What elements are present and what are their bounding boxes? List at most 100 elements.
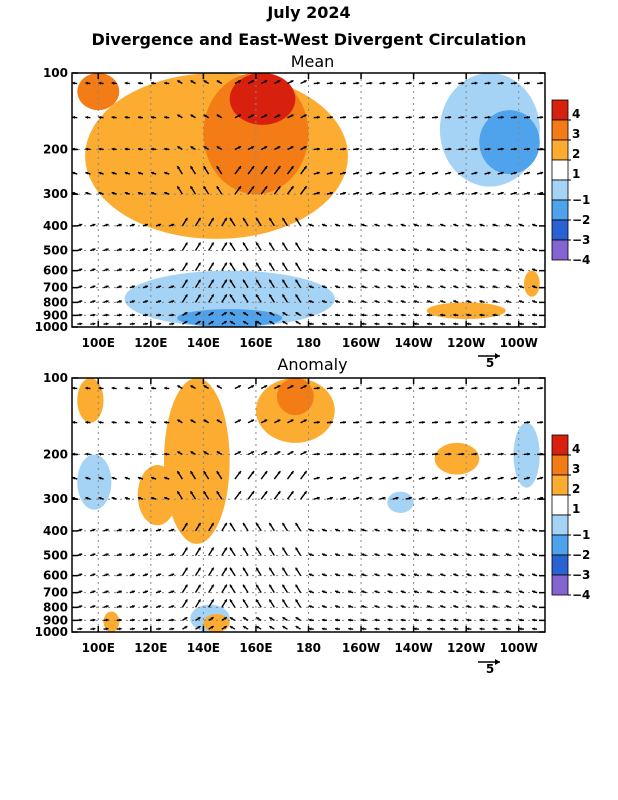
wind-vector-head xyxy=(118,573,122,577)
wind-vector-head xyxy=(369,81,373,85)
wind-vector-head xyxy=(518,618,522,622)
wind-vector-head xyxy=(361,528,365,532)
wind-vector-head xyxy=(264,186,268,190)
wind-vector-head xyxy=(264,419,268,423)
wind-vector-head xyxy=(72,476,76,480)
wind-vector-head xyxy=(190,146,194,150)
wind-vector-head xyxy=(171,223,175,227)
y-tick-label: 300 xyxy=(43,187,68,201)
wind-vector-head xyxy=(440,313,443,317)
wind-vector-head xyxy=(435,420,439,424)
wind-vector-head xyxy=(435,147,439,151)
wind-vector-head xyxy=(343,191,347,195)
legend-swatch xyxy=(551,474,569,496)
wind-vector-head xyxy=(137,420,141,424)
wind-vector-head xyxy=(256,262,259,266)
wind-vector-head xyxy=(277,186,281,190)
wind-vector-head xyxy=(224,567,227,571)
wind-vector-head xyxy=(492,300,496,304)
wind-vector-head xyxy=(395,115,399,119)
wind-vector-head xyxy=(151,452,154,456)
wind-vector-head xyxy=(243,321,247,324)
wind-vector-head xyxy=(527,115,530,119)
wind-vector-head xyxy=(282,599,286,603)
wind-vector-head xyxy=(308,268,312,272)
wind-vector-head xyxy=(229,626,233,629)
wind-vector-head xyxy=(532,605,536,609)
wind-vector-head xyxy=(514,115,517,119)
wind-vector-head xyxy=(479,553,483,557)
wind-vector-head xyxy=(164,115,167,119)
wind-vector-head xyxy=(382,476,386,480)
wind-vector-head xyxy=(413,285,417,289)
wind-vector-head xyxy=(290,451,294,454)
wind-vector-head xyxy=(184,599,188,603)
y-tick-label: 600 xyxy=(43,264,68,278)
wind-vector-head xyxy=(118,627,122,631)
wind-vector-head xyxy=(264,491,268,495)
x-tick-label: 140W xyxy=(394,336,432,350)
x-tick-label: 140E xyxy=(187,336,220,350)
wind-vector-head xyxy=(409,420,412,424)
wind-vector-head xyxy=(461,115,465,119)
wind-vector-head xyxy=(290,80,294,84)
wind-vector-head xyxy=(210,312,214,316)
y-tick-label: 400 xyxy=(43,524,68,538)
wind-vector-head xyxy=(145,528,148,532)
wind-vector-head xyxy=(427,618,430,622)
wind-vector-head xyxy=(151,476,155,480)
wind-vector-head xyxy=(105,605,109,609)
wind-vector-head xyxy=(330,476,333,480)
wind-vector-head xyxy=(290,186,294,190)
wind-vector-head xyxy=(124,476,128,480)
wind-vector-head xyxy=(335,223,338,227)
wind-vector-head xyxy=(303,80,307,84)
wind-vector-head xyxy=(197,567,201,571)
wind-vector-head xyxy=(427,248,430,252)
wind-vector-head xyxy=(387,248,391,252)
wind-vector-head xyxy=(237,451,241,454)
wind-vector-head xyxy=(453,528,457,532)
wind-vector-head xyxy=(435,115,439,119)
wind-vector-head xyxy=(448,452,452,456)
wind-vector-head xyxy=(361,313,365,317)
wind-vector-head xyxy=(440,553,444,557)
wind-vector-head xyxy=(387,627,391,631)
wind-vector-head xyxy=(164,386,167,390)
wind-vector-head xyxy=(85,81,89,85)
y-tick-label: 900 xyxy=(43,308,68,322)
wind-vector-head xyxy=(348,322,351,326)
wind-vector-head xyxy=(492,313,496,317)
wind-vector-head xyxy=(124,191,128,195)
y-tick-label: 900 xyxy=(43,613,68,627)
wind-vector-head xyxy=(79,605,83,609)
wind-vector-head xyxy=(422,81,425,85)
legend-swatch xyxy=(551,514,569,536)
wind-vector-head xyxy=(224,599,227,603)
wind-vector-head xyxy=(518,528,522,532)
wind-vector-head xyxy=(131,590,135,594)
wind-vector-head xyxy=(92,627,96,631)
wind-vector-head xyxy=(374,573,378,577)
wind-vector-head xyxy=(303,385,307,389)
wind-vector-head xyxy=(461,386,465,390)
wind-vector-head xyxy=(210,522,214,526)
wind-vector-head xyxy=(256,617,260,621)
wind-vector-head xyxy=(277,166,281,170)
x-tick-label: 160W xyxy=(342,641,380,655)
wind-vector-head xyxy=(105,528,109,532)
x-tick-label: 120E xyxy=(134,336,167,350)
wind-vector-head xyxy=(243,626,247,629)
wind-vector-head xyxy=(131,528,135,532)
wind-vector-head xyxy=(532,248,536,252)
x-tick-label: 180 xyxy=(296,641,321,655)
wind-vector-head xyxy=(466,573,470,577)
divergence-region xyxy=(229,73,296,125)
wind-vector-head xyxy=(532,553,536,557)
legend-swatch xyxy=(551,119,569,141)
wind-vector-head xyxy=(321,553,325,557)
wind-vector-head xyxy=(487,452,491,456)
wind-vector-head xyxy=(229,279,233,283)
wind-vector-head xyxy=(466,223,470,227)
